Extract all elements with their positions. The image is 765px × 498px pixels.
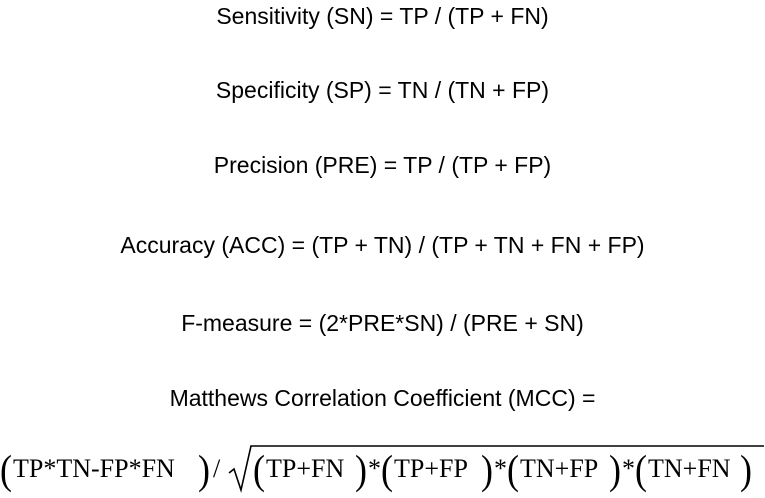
sensitivity-formula: Sensitivity (SN) = TP / (TP + FN) [216,3,549,29]
precision-formula: Precision (PRE) = TP / (TP + FP) [213,152,552,178]
close-paren: ) [198,446,210,493]
open-paren: ( [635,446,647,493]
open-paren: ( [253,446,265,493]
mcc-expression: ( TP*TN-FP*FN ) / ( TP+FN ) * ( TP+FP ) … [0,440,765,496]
close-paren: ) [481,446,493,493]
f-measure-formula: F-measure = (2*PRE*SN) / (PRE + SN) [181,310,584,336]
accuracy-formula: Accuracy (ACC) = (TP + TN) / (TP + TN + … [120,232,645,258]
square-root-icon [228,445,764,493]
close-paren: ) [609,446,621,493]
mcc-label: Matthews Correlation Coefficient (MCC) = [169,385,596,411]
open-paren: ( [381,446,393,493]
open-paren: ( [0,446,12,493]
multiply-sign: * [368,454,381,483]
divide-sign: / [213,454,221,483]
mcc-factor-3: TN+FP [520,454,599,483]
multiply-sign: * [622,454,635,483]
mcc-factor-1: TP+FN [266,454,345,483]
mcc-factor-2: TP+FP [394,454,468,483]
open-paren: ( [507,446,519,493]
close-paren: ) [740,446,752,493]
mcc-numerator: TP*TN-FP*FN [13,454,175,483]
specificity-formula: Specificity (SP) = TN / (TN + FP) [215,77,550,103]
multiply-sign: * [494,454,507,483]
close-paren: ) [355,446,367,493]
mcc-factor-4: TN+FN [648,454,731,483]
